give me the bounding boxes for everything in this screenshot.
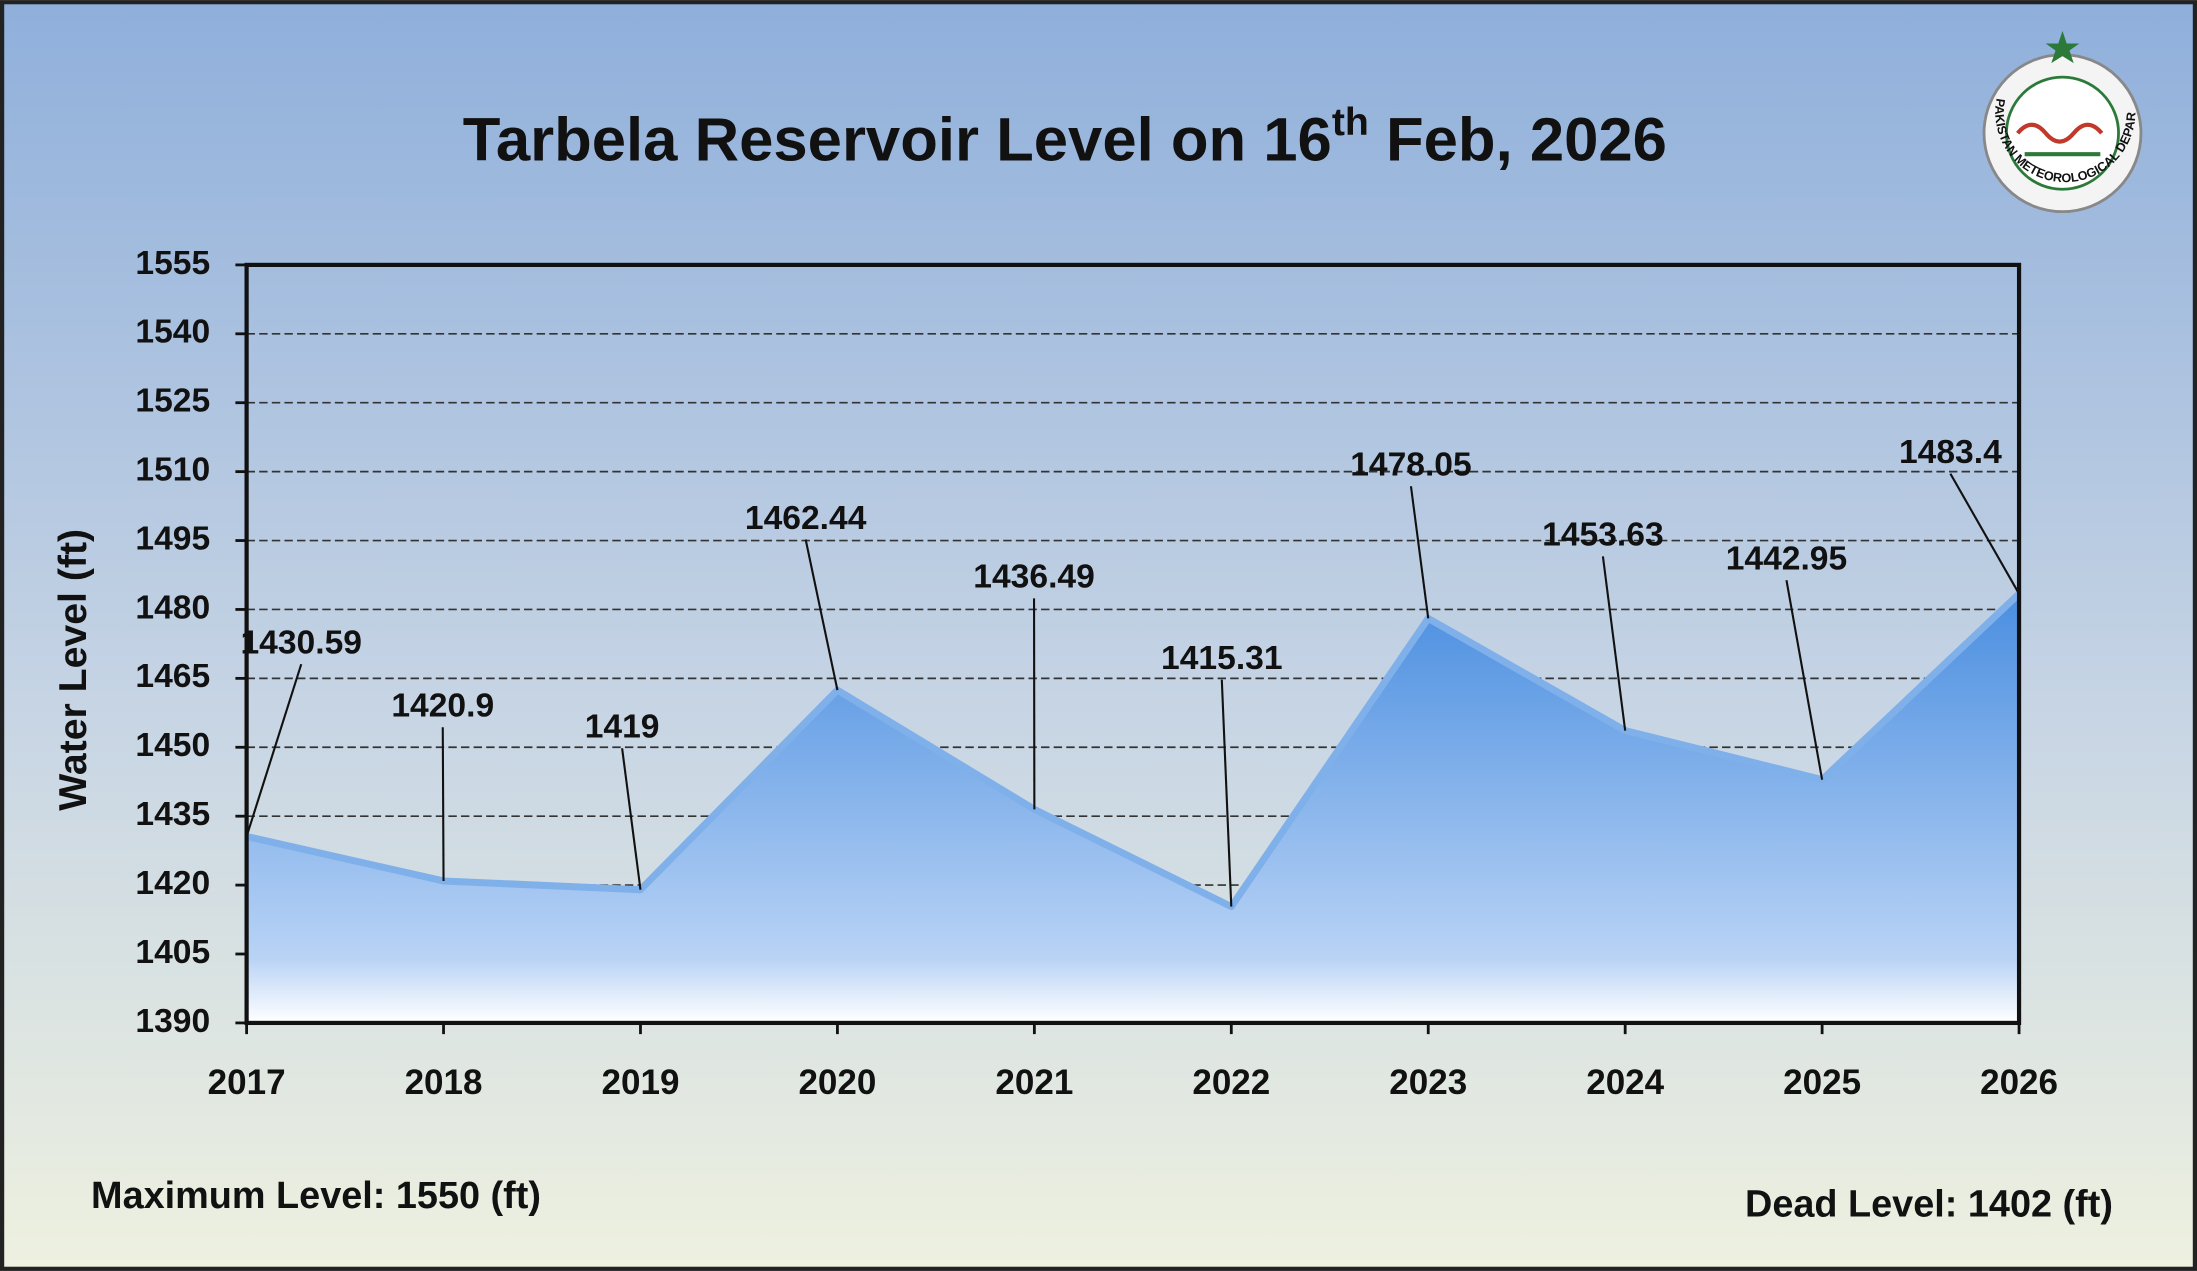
leader-line bbox=[804, 539, 839, 691]
line bbox=[245, 591, 2022, 911]
data-label: 1478.05 bbox=[1350, 447, 1471, 484]
plot-border bbox=[244, 262, 2022, 1026]
leader-line bbox=[1949, 473, 2020, 595]
y-tick-label: 1495 bbox=[135, 520, 210, 557]
y-tick-label: 1435 bbox=[135, 796, 210, 833]
leader-line bbox=[441, 727, 445, 881]
data-label: 1462.44 bbox=[745, 500, 867, 537]
annotation: Dead Level: 1402 (ft) bbox=[1745, 1183, 2113, 1225]
data-label: 1415.31 bbox=[1161, 640, 1283, 677]
x-tick-label: 2025 bbox=[1783, 1063, 1861, 1102]
y-tick-label: 1450 bbox=[135, 727, 210, 764]
y-tick-label: 1405 bbox=[135, 934, 210, 971]
y-tick-label: 1510 bbox=[135, 452, 210, 489]
x-tick-label: 2026 bbox=[1980, 1063, 2058, 1102]
y-tick-label: 1540 bbox=[135, 314, 210, 351]
leader-line bbox=[1220, 679, 1233, 907]
x-tick-label: 2017 bbox=[208, 1063, 286, 1102]
y-tick-label: 1525 bbox=[135, 383, 210, 420]
x-tick-label: 2023 bbox=[1389, 1063, 1467, 1102]
data-label: 1419 bbox=[585, 709, 660, 746]
data-label: 1420.9 bbox=[391, 688, 494, 725]
y-axis-label: Water Level (ft) bbox=[51, 529, 95, 811]
y-tick-label: 1555 bbox=[135, 245, 210, 282]
x-tick-label: 2018 bbox=[405, 1063, 483, 1102]
y-tick-label: 1480 bbox=[135, 589, 210, 626]
leader-line bbox=[1409, 486, 1430, 619]
annotation: Maximum Level: 1550 (ft) bbox=[91, 1175, 541, 1217]
leader-line bbox=[1601, 556, 1627, 731]
x-tick-label: 2021 bbox=[995, 1063, 1073, 1102]
data-label: 1436.49 bbox=[973, 559, 1095, 596]
y-tick-label: 1420 bbox=[135, 865, 210, 902]
area bbox=[246, 593, 2020, 1023]
data-label: 1442.95 bbox=[1726, 540, 1848, 577]
y-tick-label: 1390 bbox=[135, 1003, 210, 1040]
x-tick-label: 2020 bbox=[798, 1063, 876, 1102]
chart-title: Tarbela Reservoir Level on 16th Feb, 202… bbox=[463, 100, 1667, 175]
leader-line bbox=[245, 663, 303, 837]
data-label: 1483.4 bbox=[1899, 434, 2002, 471]
x-tick-label: 2022 bbox=[1192, 1063, 1270, 1102]
data-label: 1430.59 bbox=[240, 624, 361, 661]
leader-line bbox=[1785, 579, 1824, 780]
leader-line bbox=[621, 748, 642, 890]
x-tick-label: 2024 bbox=[1586, 1063, 1664, 1102]
data-label: 1453.63 bbox=[1542, 517, 1664, 554]
x-tick-label: 2019 bbox=[602, 1063, 680, 1102]
y-tick-label: 1465 bbox=[135, 658, 210, 695]
